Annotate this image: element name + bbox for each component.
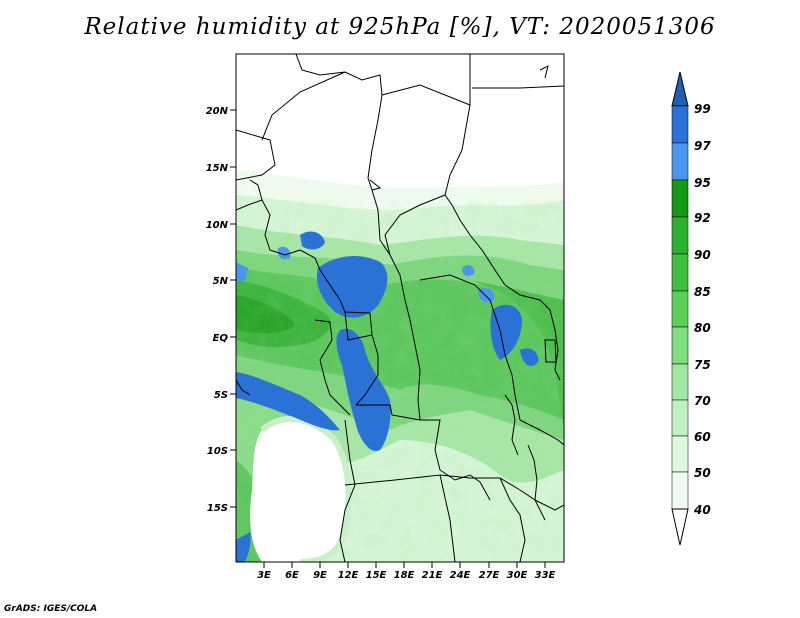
lon-tick-label: 27E [479,570,500,581]
lat-tick-label: 5S [214,390,228,401]
lon-tick: 24E [450,562,471,581]
lat-tick: EQ [213,333,236,344]
lat-tick-label: 10N [206,220,229,231]
humidity-field [236,54,564,562]
colorbar-label: 92 [694,211,711,225]
colorbar-swatch [671,179,689,218]
lat-tick-label: 10S [207,446,228,457]
colorbar-label: 75 [694,358,711,372]
lat-tick-label: 15S [207,503,228,514]
colorbar-swatch [671,290,689,328]
colorbar-swatch [671,363,689,401]
colorbar-label: 99 [694,102,711,116]
colorbar-swatch [671,105,689,144]
lon-tick: 33E [535,562,556,581]
lat-tick: 20N [206,106,236,117]
lat-tick-label: 20N [206,106,229,117]
colorbar-swatch [671,399,689,437]
map-title: Relative humidity at 925hPa [%], VT: 202… [84,14,716,40]
lat-tick-label: EQ [213,333,229,344]
colorbar-swatch [671,142,689,181]
lat-tick: 15S [207,503,236,514]
colorbar-label: 90 [694,248,711,262]
colorbar-swatch [671,253,689,292]
lon-tick-label: 3E [257,570,271,581]
lon-tick: 3E [257,562,271,581]
lon-tick-label: 6E [285,570,299,581]
country-boundaries [236,54,564,562]
map-frame [235,53,565,563]
lat-tick-label: 5N [213,276,229,287]
blue-patches [236,231,539,562]
colorbar-swatch [671,216,689,255]
credit-text: GrADS: IGES/COLA [4,604,98,614]
lat-tick: 10S [207,446,236,457]
colorbar-label: 97 [694,139,711,153]
lat-tick-label: 15N [206,163,229,174]
lon-tick-label: 33E [535,570,556,581]
lon-tick: 6E [285,562,299,581]
lat-tick: 15N [206,163,236,174]
lon-tick-label: 24E [450,570,471,581]
colorbar-label: 60 [694,430,711,444]
lat-axis: 20N 15N 10N 5N EQ 5S 10S 15S [206,106,236,514]
lon-tick-label: 30E [507,570,528,581]
lon-axis: 3E 6E 9E 12E 15E 18E 21E 24E 27E 30E 33E [257,562,556,581]
lon-tick: 12E [338,562,359,581]
colorbar-swatch [671,326,689,365]
lat-tick: 5N [213,276,236,287]
lon-tick: 30E [507,562,528,581]
colorbar-label: 95 [694,176,711,190]
lon-tick-label: 12E [338,570,359,581]
lon-tick: 15E [366,562,387,581]
colorbar-label: 70 [694,394,711,408]
colorbar: 99 97 95 92 90 85 80 75 70 60 50 40 [671,71,711,546]
colorbar-swatch [671,435,689,473]
lon-tick: 21E [422,562,443,581]
colorbar-label: 40 [693,503,711,517]
lon-tick-label: 18E [394,570,415,581]
colorbar-label: 85 [694,285,711,299]
lon-tick: 18E [394,562,415,581]
lon-tick-label: 9E [313,570,327,581]
colorbar-label: 50 [694,466,711,480]
colorbar-bottom-arrow [671,508,689,546]
lat-tick: 10N [206,220,236,231]
lon-tick-label: 15E [366,570,387,581]
colorbar-swatch [671,471,689,510]
lon-tick-label: 21E [422,570,443,581]
colorbar-top-arrow [671,71,689,107]
lon-tick: 9E [313,562,327,581]
lon-tick: 27E [479,562,500,581]
lat-tick: 5S [214,390,236,401]
colorbar-label: 80 [694,321,711,335]
